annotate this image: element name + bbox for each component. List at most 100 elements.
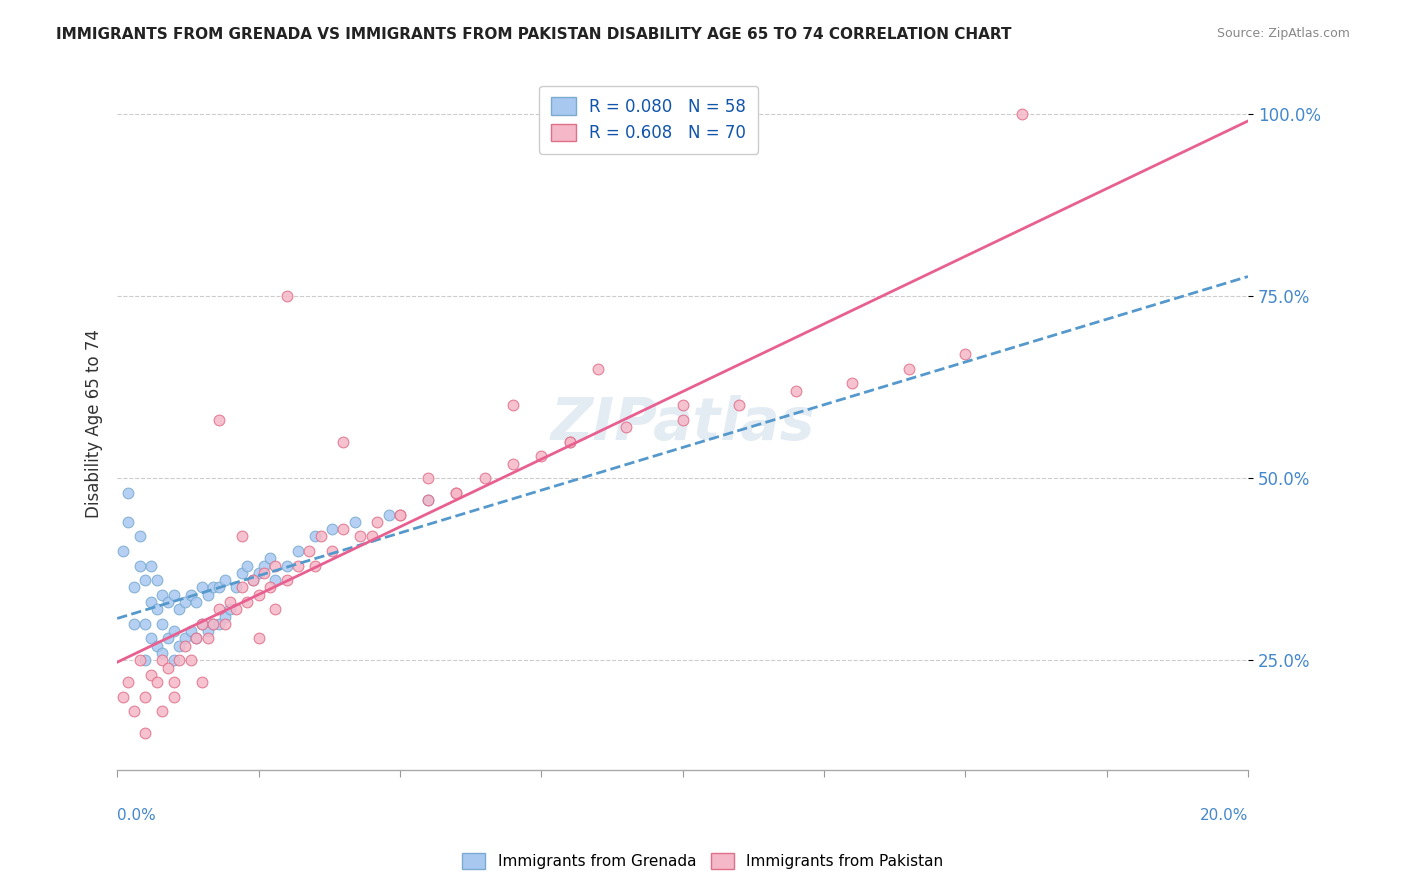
Point: [264, 602, 287, 616]
Point: [377, 508, 399, 522]
Point: [152, 653, 174, 667]
Point: [157, 660, 180, 674]
Point: [169, 653, 191, 667]
Point: [502, 398, 524, 412]
Point: [304, 558, 326, 573]
Point: [343, 515, 366, 529]
Point: [208, 602, 231, 616]
Point: [180, 653, 202, 667]
Point: [197, 588, 219, 602]
Point: [169, 639, 191, 653]
Point: [276, 558, 298, 573]
Point: [111, 544, 134, 558]
Point: [214, 616, 236, 631]
Point: [134, 690, 156, 704]
Point: [152, 646, 174, 660]
Point: [841, 376, 863, 391]
Point: [128, 558, 150, 573]
Point: [321, 522, 343, 536]
Point: [169, 602, 191, 616]
Text: 20.0%: 20.0%: [1199, 808, 1249, 823]
Point: [304, 529, 326, 543]
Point: [298, 544, 321, 558]
Point: [208, 413, 231, 427]
Point: [332, 522, 354, 536]
Point: [264, 573, 287, 587]
Point: [671, 398, 693, 412]
Point: [208, 616, 231, 631]
Point: [122, 616, 145, 631]
Point: [287, 558, 309, 573]
Point: [231, 566, 253, 580]
Point: [191, 616, 214, 631]
Point: [202, 616, 225, 631]
Point: [309, 529, 332, 543]
Point: [134, 616, 156, 631]
Point: [163, 624, 186, 639]
Point: [366, 515, 388, 529]
Point: [236, 595, 259, 609]
Text: IMMIGRANTS FROM GRENADA VS IMMIGRANTS FROM PAKISTAN DISABILITY AGE 65 TO 74 CORR: IMMIGRANTS FROM GRENADA VS IMMIGRANTS FR…: [56, 27, 1012, 42]
Point: [180, 588, 202, 602]
Point: [191, 616, 214, 631]
Point: [145, 675, 167, 690]
Point: [111, 690, 134, 704]
Point: [152, 588, 174, 602]
Point: [418, 493, 440, 508]
Point: [145, 573, 167, 587]
Point: [388, 508, 411, 522]
Point: [219, 595, 242, 609]
Point: [236, 558, 259, 573]
Point: [134, 726, 156, 740]
Point: [259, 581, 281, 595]
Point: [117, 485, 139, 500]
Y-axis label: Disability Age 65 to 74: Disability Age 65 to 74: [86, 329, 103, 518]
Point: [332, 434, 354, 449]
Point: [474, 471, 496, 485]
Point: [139, 558, 162, 573]
Point: [558, 434, 581, 449]
Point: [287, 544, 309, 558]
Point: [225, 602, 247, 616]
Point: [502, 457, 524, 471]
Point: [163, 588, 186, 602]
Point: [157, 632, 180, 646]
Point: [530, 450, 553, 464]
Point: [117, 675, 139, 690]
Point: [897, 362, 920, 376]
Point: [955, 347, 977, 361]
Point: [785, 384, 807, 398]
Point: [180, 624, 202, 639]
Point: [259, 551, 281, 566]
Point: [360, 529, 382, 543]
Point: [219, 602, 242, 616]
Point: [446, 485, 468, 500]
Point: [614, 420, 637, 434]
Point: [321, 544, 343, 558]
Point: [152, 616, 174, 631]
Point: [145, 639, 167, 653]
Point: [157, 595, 180, 609]
Point: [247, 588, 270, 602]
Point: [231, 529, 253, 543]
Point: [128, 529, 150, 543]
Point: [174, 632, 197, 646]
Point: [276, 573, 298, 587]
Point: [145, 602, 167, 616]
Point: [191, 581, 214, 595]
Point: [191, 675, 214, 690]
Point: [186, 595, 208, 609]
Point: [225, 581, 247, 595]
Point: [202, 581, 225, 595]
Point: [349, 529, 371, 543]
Point: [558, 434, 581, 449]
Point: [197, 624, 219, 639]
Point: [253, 558, 276, 573]
Point: [197, 632, 219, 646]
Point: [264, 558, 287, 573]
Point: [134, 653, 156, 667]
Text: 0.0%: 0.0%: [117, 808, 156, 823]
Point: [186, 632, 208, 646]
Point: [418, 493, 440, 508]
Point: [586, 362, 609, 376]
